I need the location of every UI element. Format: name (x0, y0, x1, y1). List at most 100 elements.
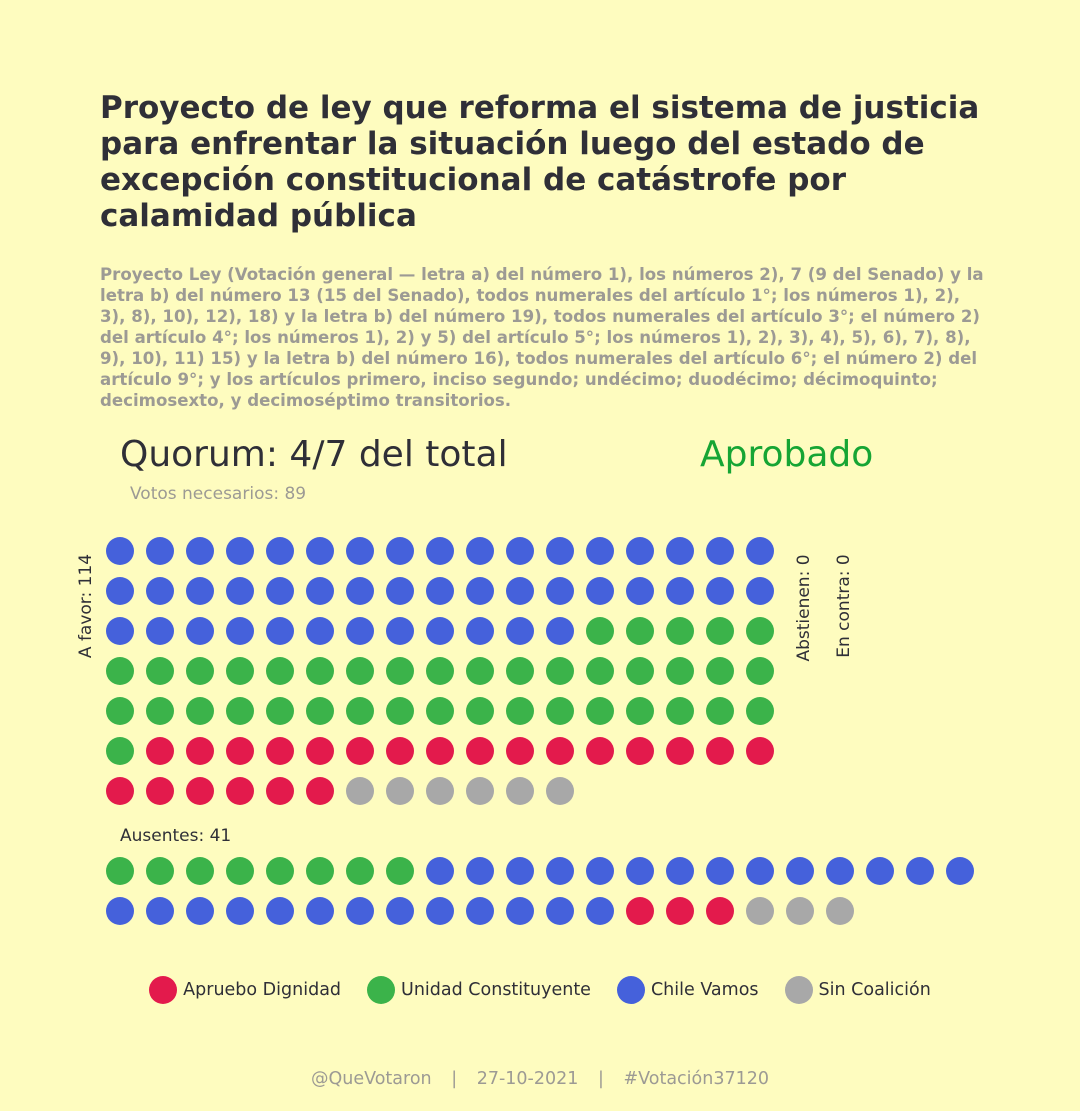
vote-dot-a-favor (106, 617, 134, 645)
vote-dot-ausentes (226, 857, 254, 885)
vote-dot-a-favor (386, 537, 414, 565)
vote-dot-a-favor (306, 577, 334, 605)
vote-dot-a-favor (266, 657, 294, 685)
vote-dot-a-favor (506, 537, 534, 565)
vote-dot-a-favor (626, 697, 654, 725)
vote-dot-a-favor (386, 577, 414, 605)
vote-dot-a-favor (146, 737, 174, 765)
vote-dot-a-favor (306, 617, 334, 645)
vote-dot-a-favor (666, 737, 694, 765)
vote-dot-ausentes (186, 897, 214, 925)
vote-dot-a-favor (186, 777, 214, 805)
legend-swatch-sin-coalicion (784, 976, 813, 1004)
vote-dot-a-favor (626, 577, 654, 605)
vote-dot-ausentes (506, 897, 534, 925)
vote-dot-a-favor (266, 537, 294, 565)
legend-item-apruebo-dignidad: Apruebo Dignidad (149, 976, 341, 1004)
legend-label-chile-vamos: Chile Vamos (650, 980, 759, 1000)
vote-dot-ausentes (626, 857, 654, 885)
vote-dot-a-favor (586, 577, 614, 605)
vote-dot-a-favor (146, 657, 174, 685)
vote-dot-a-favor (426, 537, 454, 565)
vote-dot-ausentes (146, 857, 174, 885)
vote-dot-a-favor (186, 537, 214, 565)
vote-dot-a-favor (266, 777, 294, 805)
vote-dot-a-favor (346, 617, 374, 645)
vote-dot-a-favor (306, 657, 334, 685)
vote-dot-a-favor (146, 577, 174, 605)
footer-handle: @QueVotaron (310, 1069, 432, 1089)
vote-dot-a-favor (506, 737, 534, 765)
vote-dot-a-favor (626, 657, 654, 685)
vote-dot-a-favor (386, 697, 414, 725)
vote-dot-a-favor (746, 737, 774, 765)
vote-dot-ausentes (386, 897, 414, 925)
vote-dot-a-favor (226, 577, 254, 605)
vote-dot-a-favor (306, 737, 334, 765)
legend-label-apruebo-dignidad: Apruebo Dignidad (183, 980, 342, 1000)
footer-date: 27-10-2021 (476, 1069, 579, 1089)
vote-dot-a-favor (146, 777, 174, 805)
vote-dot-a-favor (346, 697, 374, 725)
vote-dot-a-favor (306, 537, 334, 565)
vote-dot-a-favor (386, 657, 414, 685)
vote-dot-ausentes (946, 857, 974, 885)
vote-dot-a-favor (746, 617, 774, 645)
vote-dot-a-favor (746, 657, 774, 685)
footer: @QueVotaron | 27-10-2021 | #Votación3712… (0, 1069, 1080, 1089)
vote-dot-ausentes (866, 857, 894, 885)
vote-dot-a-favor (706, 657, 734, 685)
vote-dot-ausentes (386, 857, 414, 885)
vote-dot-a-favor (346, 657, 374, 685)
vote-dot-ausentes (546, 857, 574, 885)
vote-dot-a-favor (746, 697, 774, 725)
vote-dot-ausentes (706, 897, 734, 925)
vote-dot-ausentes (706, 857, 734, 885)
vote-dot-a-favor (666, 697, 694, 725)
vote-dot-a-favor (546, 577, 574, 605)
vote-dot-ausentes (106, 897, 134, 925)
vote-dot-a-favor (146, 697, 174, 725)
vote-dot-a-favor (266, 577, 294, 605)
vote-dot-a-favor (106, 657, 134, 685)
vote-dot-a-favor (466, 737, 494, 765)
vote-dot-a-favor (226, 697, 254, 725)
vote-dot-a-favor (706, 697, 734, 725)
vote-dot-a-favor (626, 537, 654, 565)
footer-separator: | (597, 1069, 604, 1089)
vote-dot-ausentes (826, 897, 854, 925)
vote-dot-a-favor (146, 617, 174, 645)
legend-swatch-unidad-constituyente (367, 976, 396, 1004)
vote-dot-a-favor (266, 617, 294, 645)
vote-dot-a-favor (186, 577, 214, 605)
vote-dot-a-favor (546, 537, 574, 565)
legend-label-unidad-constituyente: Unidad Constituyente (401, 980, 591, 1000)
vote-dot-a-favor (466, 537, 494, 565)
vote-dot-a-favor (426, 697, 454, 725)
vote-dot-a-favor (426, 777, 454, 805)
vote-dot-ausentes (426, 897, 454, 925)
vote-dot-a-favor (426, 657, 454, 685)
vote-dot-a-favor (746, 537, 774, 565)
vote-dot-a-favor (706, 537, 734, 565)
vote-dot-ausentes (666, 857, 694, 885)
vote-dot-a-favor (386, 737, 414, 765)
vote-dot-ausentes (466, 897, 494, 925)
vote-dot-a-favor (106, 577, 134, 605)
vote-dot-a-favor (546, 737, 574, 765)
vote-dot-ausentes (266, 857, 294, 885)
vote-dot-a-favor (586, 537, 614, 565)
vote-dot-ausentes (106, 857, 134, 885)
vote-dot-a-favor (146, 537, 174, 565)
vote-dot-a-favor (546, 777, 574, 805)
vote-dot-a-favor (386, 777, 414, 805)
vote-dot-ausentes (306, 897, 334, 925)
vote-dot-a-favor (466, 617, 494, 645)
vote-dot-a-favor (106, 697, 134, 725)
legend-item-chile-vamos: Chile Vamos (616, 976, 759, 1004)
vote-dot-a-favor (346, 577, 374, 605)
vote-dot-a-favor (506, 777, 534, 805)
legend-item-unidad-constituyente: Unidad Constituyente (367, 976, 591, 1004)
vote-dot-a-favor (346, 537, 374, 565)
